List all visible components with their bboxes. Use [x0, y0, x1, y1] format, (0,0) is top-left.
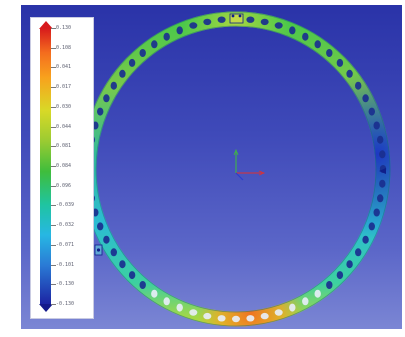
legend-tick-label: 0.041 [56, 64, 72, 70]
ring-hole [103, 235, 110, 244]
legend-tick-label: -0.101 [56, 262, 75, 268]
ring-hole [355, 81, 362, 90]
legend-tick [51, 205, 56, 206]
ring-hole [336, 271, 344, 280]
legend-tick-label: -0.071 [56, 242, 75, 248]
ring-hole [110, 81, 118, 90]
ring-hole [326, 281, 333, 289]
legend-tick [51, 265, 56, 266]
right-mark [379, 168, 386, 174]
legend-tick-label: -0.032 [56, 222, 75, 228]
ring-hole [151, 40, 158, 49]
ring-hole [274, 309, 283, 316]
3d-viewport[interactable]: 0.130 0.108 0.041 0.017 0.030 0.044 0.081 0.084… [21, 5, 402, 329]
ring-hole [302, 297, 309, 306]
legend-max-arrow-icon [39, 21, 53, 29]
ring-hole [189, 22, 198, 29]
legend-tick [51, 107, 56, 108]
legend-tick-label: 0.130 [56, 25, 72, 31]
ring-hole [119, 260, 126, 269]
ring-hole [163, 32, 170, 41]
ring-hole [373, 121, 380, 130]
ring-hole [217, 16, 226, 23]
ring-hole [97, 222, 104, 231]
legend-tick-label: 0.081 [56, 143, 72, 149]
ring-hole [246, 16, 255, 23]
legend-color-bar [40, 28, 51, 304]
legend-tick [51, 284, 56, 285]
ring-hole [260, 18, 269, 26]
ring-hole [139, 281, 146, 289]
ring-hole [346, 69, 353, 78]
legend-min-arrow-icon [39, 304, 53, 312]
ring-hole [176, 26, 183, 35]
ring-hole [128, 58, 136, 67]
ring-hole [289, 26, 296, 35]
ring-hole [362, 235, 369, 244]
ring-hole [336, 58, 344, 67]
ring-hole [139, 49, 146, 57]
ring-hole [302, 32, 309, 41]
top-bracket [229, 13, 244, 24]
origin-triad [233, 148, 266, 181]
ring-hole [203, 18, 212, 26]
legend-tick [51, 225, 56, 226]
ring-hole [246, 315, 255, 322]
ring-hole [176, 303, 183, 312]
ring-hole [232, 315, 240, 323]
ring-hole [377, 135, 384, 144]
ring-hole [362, 94, 369, 103]
legend-tick [51, 87, 56, 88]
ring-hole [326, 49, 333, 57]
ring-hole [314, 40, 321, 49]
ring-hole [119, 69, 126, 78]
legend-tick [51, 245, 56, 246]
ring-hole [379, 179, 386, 188]
color-legend: 0.130 0.108 0.041 0.017 0.030 0.044 0.081 0.084… [30, 17, 94, 319]
ring-hole [260, 312, 269, 320]
legend-tick [51, 48, 56, 49]
legend-tick [51, 127, 56, 128]
ring-hole [163, 297, 170, 306]
ring-hole [355, 248, 362, 257]
ring-hole [217, 315, 226, 322]
ring-hole [314, 289, 321, 298]
legend-tick-label: -0.130 [56, 281, 75, 287]
ring-hole [346, 260, 353, 269]
ring-hole [203, 312, 212, 320]
ring-hole [189, 309, 198, 316]
ring-hole [368, 222, 375, 231]
ring-hole [379, 150, 386, 159]
legend-tick [51, 186, 56, 187]
legend-tick [51, 28, 56, 29]
legend-tick-label: -0.130 [56, 301, 75, 307]
legend-tick-label: 0.084 [56, 163, 72, 169]
ring-hole [128, 271, 136, 280]
legend-tick-label: 0.108 [56, 45, 72, 51]
legend-tick [51, 146, 56, 147]
ring-hole [377, 194, 384, 203]
ring-hole [289, 303, 296, 312]
ring-hole [97, 107, 104, 116]
legend-tick [51, 67, 56, 68]
ring-hole [103, 94, 110, 103]
ring-hole [151, 289, 158, 298]
ring-hole [110, 248, 118, 257]
legend-tick-label: -0.039 [56, 202, 75, 208]
legend-tick-label: 0.030 [56, 104, 72, 110]
ring-hole [373, 208, 380, 217]
ring-hole [274, 22, 283, 29]
legend-tick [51, 166, 56, 167]
legend-tick-label: 0.096 [56, 183, 72, 189]
left-tab [94, 244, 103, 256]
legend-tick [51, 304, 56, 305]
legend-tick-label: 0.017 [56, 84, 72, 90]
legend-tick-label: 0.044 [56, 124, 72, 130]
ring-hole [368, 107, 375, 116]
